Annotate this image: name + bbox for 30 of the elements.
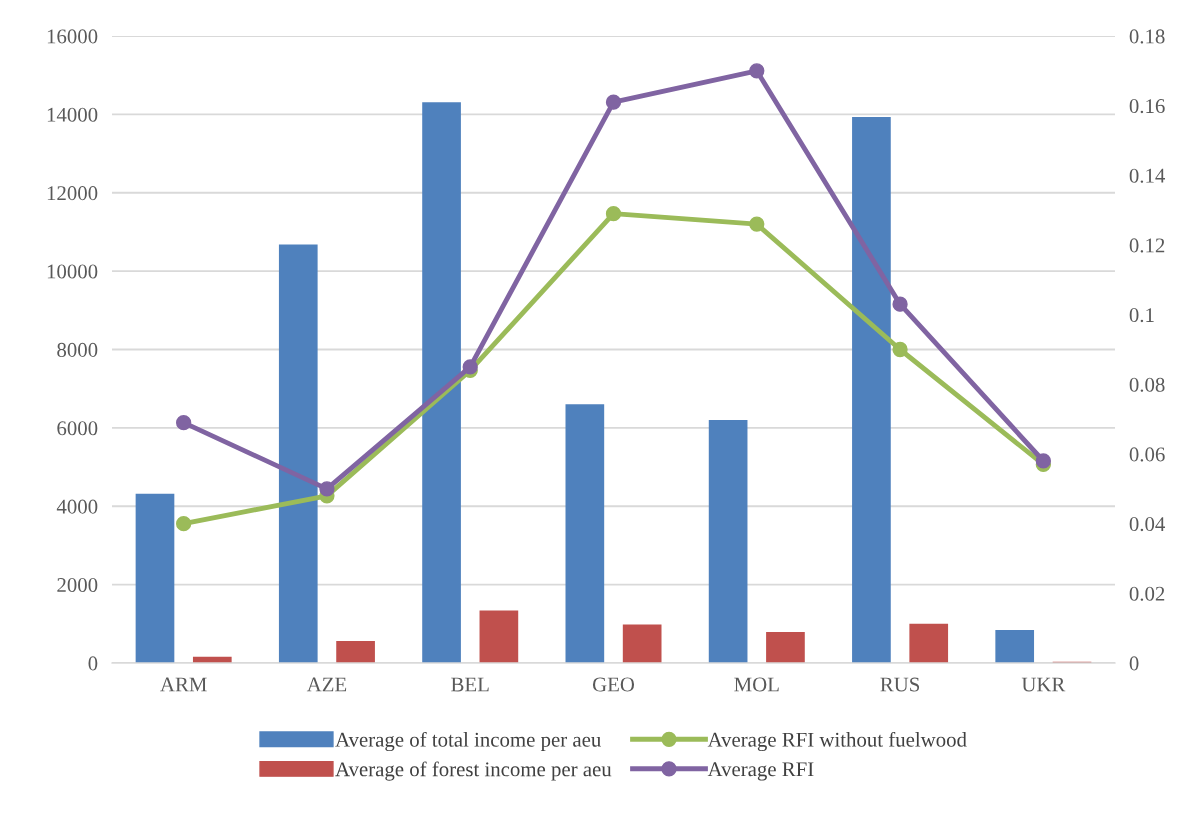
x-tick-label: ARM (160, 677, 207, 692)
y2-tick-label: 0.02 (1129, 586, 1165, 601)
y-tick-label: 2000 (57, 578, 98, 593)
y2-tick-label: 0.14 (1129, 168, 1166, 183)
legend-label: Average RFI without fuelwood (707, 731, 967, 752)
x-tick-label: UKR (1021, 677, 1066, 692)
y-tick-label: 6000 (57, 421, 98, 436)
x-tick-label: AZE (306, 677, 347, 692)
legend-label: Average RFI (707, 762, 814, 781)
y-tick-label: 14000 (47, 107, 98, 122)
y-tick-label: 4000 (56, 499, 98, 514)
y2-tick-label: 0.08 (1129, 377, 1165, 392)
y2-tick-label: 0.1 (1129, 308, 1154, 323)
x-tick-label: MOL (734, 677, 779, 692)
y2-tick-label: 0.04 (1129, 517, 1166, 532)
legend-label: Average of forest income per aeu (335, 761, 612, 781)
x-tick-label: RUS (880, 677, 920, 692)
y-tick-label: 10000 (47, 264, 98, 279)
y2-tick-label: 0.18 (1129, 29, 1165, 44)
y2-tick-label: 0.06 (1129, 447, 1165, 462)
legend-label: Average of total income per aeu (335, 731, 601, 752)
y-tick-label: 0 (88, 656, 98, 671)
y2-tick-label: 0 (1129, 656, 1139, 671)
y2-tick-label: 0.16 (1129, 99, 1165, 114)
y2-tick-label: 0.12 (1129, 238, 1165, 253)
y-tick-label: 12000 (47, 186, 98, 201)
x-tick-label: GEO (592, 677, 635, 692)
y-tick-label: 16000 (47, 29, 98, 44)
x-tick-label: BEL (451, 677, 489, 692)
y-tick-label: 8000 (57, 342, 98, 357)
